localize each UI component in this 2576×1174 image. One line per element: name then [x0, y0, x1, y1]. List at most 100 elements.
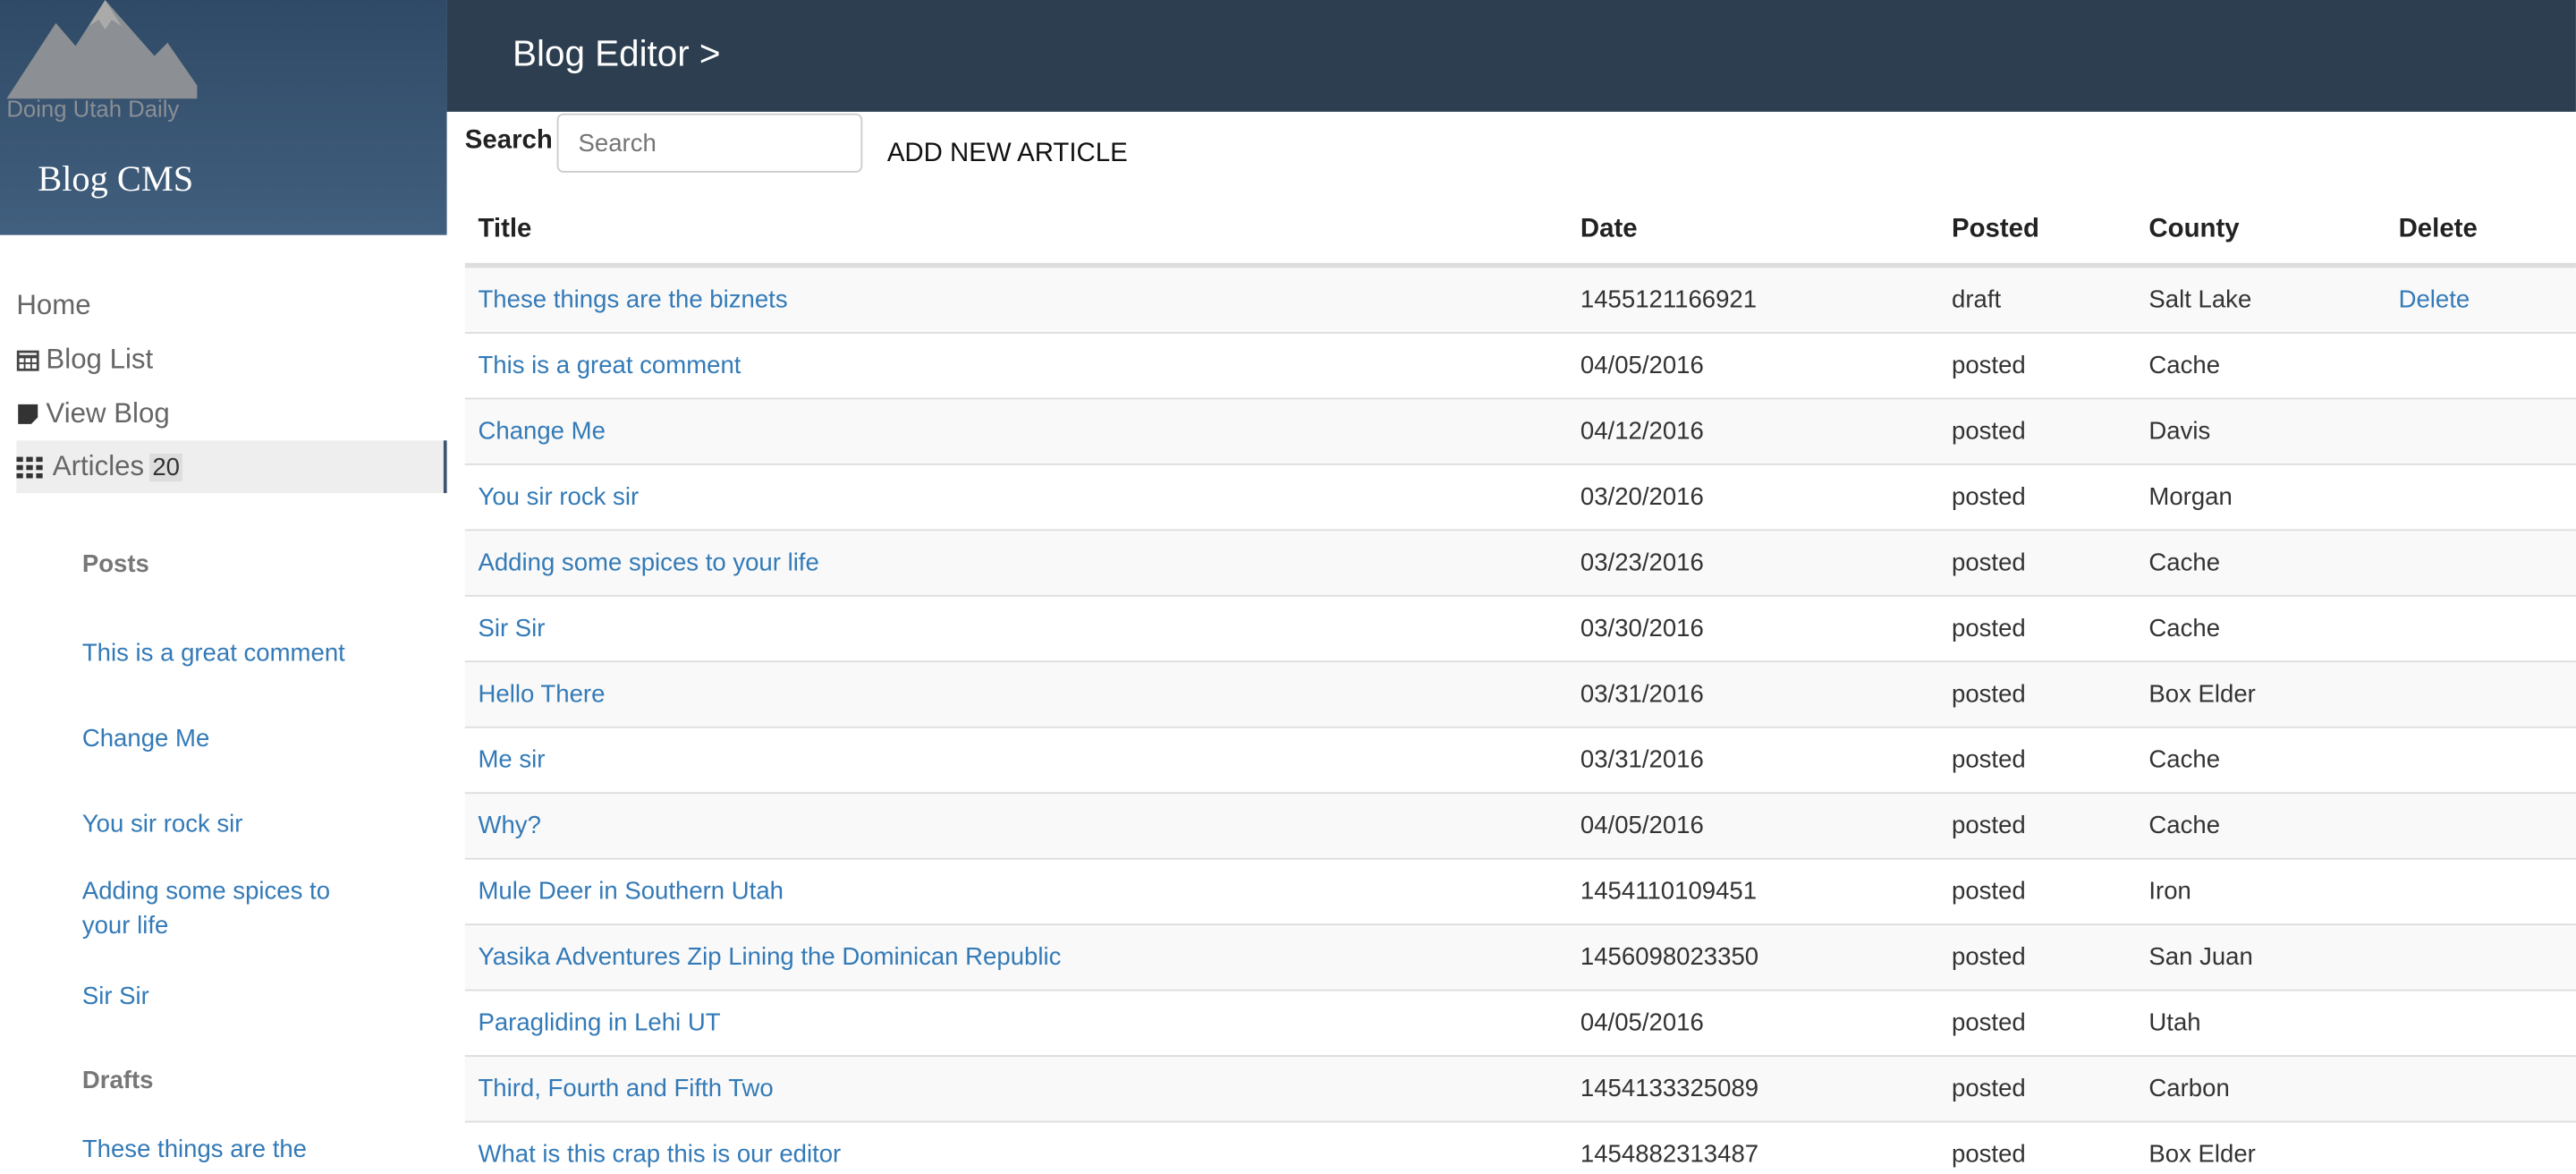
table-row: Third, Fourth and Fifth Two 1454133325089…: [464, 1055, 2576, 1121]
posts-heading: Posts: [81, 550, 149, 579]
search-label: Search: [464, 126, 553, 155]
title-link[interactable]: You sir rock sir: [478, 482, 640, 512]
county-cell: San Juan: [2148, 943, 2253, 972]
status-cell: posted: [1951, 1140, 2026, 1169]
calendar-icon: [16, 350, 39, 371]
table-row: Yasika Adventures Zip Lining the Dominic…: [464, 923, 2576, 990]
column-header: County: [2148, 215, 2240, 243]
status-cell: posted: [1951, 482, 2026, 512]
date-cell: 04/05/2016: [1580, 352, 1704, 380]
status-cell: posted: [1951, 614, 2026, 643]
table-row: Paragliding in Lehi UT 04/05/2016 posted Ut…: [464, 989, 2576, 1055]
status-cell: posted: [1951, 745, 2026, 775]
date-cell: 04/05/2016: [1580, 1008, 1704, 1037]
date-cell: 03/23/2016: [1580, 549, 1704, 577]
nav-label: View Blog: [46, 397, 170, 430]
county-cell: Utah: [2148, 1008, 2201, 1037]
title-link[interactable]: Change Me: [478, 417, 606, 446]
date-cell: 03/20/2016: [1580, 482, 1704, 512]
table-row: What is this crap this is our editor 1454…: [464, 1120, 2576, 1174]
nav-label: Home: [16, 289, 91, 321]
title-link[interactable]: Hello There: [478, 680, 606, 709]
table-row: Change Me 04/12/2016 posted Davis: [464, 397, 2576, 464]
status-cell: posted: [1951, 1075, 2026, 1103]
table-row: Why? 04/05/2016 posted Cache: [464, 792, 2576, 858]
title-link[interactable]: Adding some spices to your life: [478, 549, 819, 577]
table-header-row: Title Date Posted County Delete: [464, 197, 2576, 267]
title-link[interactable]: Sir Sir: [478, 614, 546, 643]
table-row: Adding some spices to your life 03/23/201…: [464, 529, 2576, 595]
date-cell: 04/12/2016: [1580, 417, 1704, 446]
county-cell: Cache: [2148, 614, 2221, 643]
brand-box: Doing Utah Daily Blog CMS: [0, 0, 447, 235]
column-header: Title: [478, 215, 532, 243]
county-cell: Davis: [2148, 417, 2211, 446]
post-link[interactable]: You sir rock sir: [81, 810, 243, 838]
note-icon: [18, 404, 38, 424]
post-link[interactable]: Adding some spices to your life: [81, 877, 331, 940]
brand[interactable]: Blog CMS: [38, 157, 194, 200]
date-cell: 03/31/2016: [1580, 680, 1704, 709]
title-link[interactable]: This is a great comment: [478, 352, 741, 380]
column-header: Delete: [2398, 215, 2478, 243]
title-link[interactable]: Third, Fourth and Fifth Two: [478, 1075, 774, 1103]
status-cell: posted: [1951, 943, 2026, 972]
logo-mountains: [6, 0, 198, 99]
header: Blog Editor >: [446, 0, 2576, 112]
nav-label: Blog List: [46, 343, 154, 375]
title-link[interactable]: Me sir: [478, 745, 546, 775]
logo-text: Doing Utah Daily: [6, 95, 180, 122]
table-row: This is a great comment 04/05/2016 posted C…: [464, 332, 2576, 397]
title-link[interactable]: Why?: [478, 812, 541, 840]
post-link[interactable]: Sir Sir: [81, 983, 149, 1011]
county-cell: Carbon: [2148, 1075, 2230, 1103]
county-cell: Box Elder: [2148, 680, 2256, 709]
date-cell: 1454882313487: [1580, 1140, 1759, 1169]
draft-link[interactable]: These things are the biznets: [81, 1136, 308, 1173]
county-cell: Cache: [2148, 352, 2221, 380]
status-cell: posted: [1951, 812, 2026, 840]
table-row: You sir rock sir 03/20/2016 posted Morgan: [464, 463, 2576, 529]
date-cell: 1456098023350: [1580, 943, 1759, 972]
header-title: Blog Editor >: [513, 32, 721, 74]
county-cell: Box Elder: [2148, 1140, 2256, 1169]
date-cell: 1454110109451: [1580, 877, 1758, 906]
title-link[interactable]: Mule Deer in Southern Utah: [478, 877, 784, 906]
county-cell: Iron: [2148, 877, 2191, 906]
table-row: Me sir 03/31/2016 posted Cache: [464, 726, 2576, 792]
title-link[interactable]: Paragliding in Lehi UT: [478, 1008, 721, 1037]
status-cell: posted: [1951, 549, 2026, 577]
county-cell: Salt Lake: [2148, 285, 2252, 314]
status-cell: posted: [1951, 877, 2026, 906]
table-row: Mule Deer in Southern Utah 1454110109451 p…: [464, 857, 2576, 923]
date-cell: 1455121166921: [1580, 285, 1758, 314]
column-header: Date: [1580, 215, 1638, 243]
post-link[interactable]: This is a great comment: [81, 639, 345, 668]
nav-articles[interactable]: Articles 20: [16, 440, 447, 494]
table-row: These things are the biznets 145512116692…: [464, 266, 2576, 333]
title-link[interactable]: Yasika Adventures Zip Lining the Dominic…: [478, 943, 1062, 972]
status-cell: posted: [1951, 680, 2026, 709]
county-cell: Cache: [2148, 745, 2221, 775]
grid-icon: [16, 456, 43, 479]
nav-view-blog[interactable]: View Blog: [0, 387, 447, 440]
search-input[interactable]: [556, 113, 863, 173]
date-cell: 03/31/2016: [1580, 745, 1704, 775]
nav-label: Articles: [52, 450, 145, 482]
title-link[interactable]: What is this crap this is our editor: [478, 1140, 842, 1169]
delete-link[interactable]: Delete: [2398, 285, 2470, 314]
status-cell: posted: [1951, 352, 2026, 380]
nav-home[interactable]: Home: [0, 279, 447, 332]
date-cell: 1454133325089: [1580, 1075, 1759, 1103]
sidebar: Doing Utah Daily Blog CMS Home Blog List…: [0, 0, 447, 1174]
status-cell: draft: [1951, 285, 2002, 314]
county-cell: Cache: [2148, 549, 2221, 577]
title-link[interactable]: These things are the biznets: [478, 285, 788, 314]
date-cell: 04/05/2016: [1580, 812, 1704, 840]
table-row: Hello There 03/31/2016 posted Box Elder: [464, 660, 2576, 727]
status-cell: posted: [1951, 417, 2026, 446]
nav-blog-list[interactable]: Blog List: [0, 334, 447, 387]
add-article-button[interactable]: ADD NEW ARTICLE: [886, 140, 1128, 168]
post-link[interactable]: Change Me: [81, 724, 210, 753]
